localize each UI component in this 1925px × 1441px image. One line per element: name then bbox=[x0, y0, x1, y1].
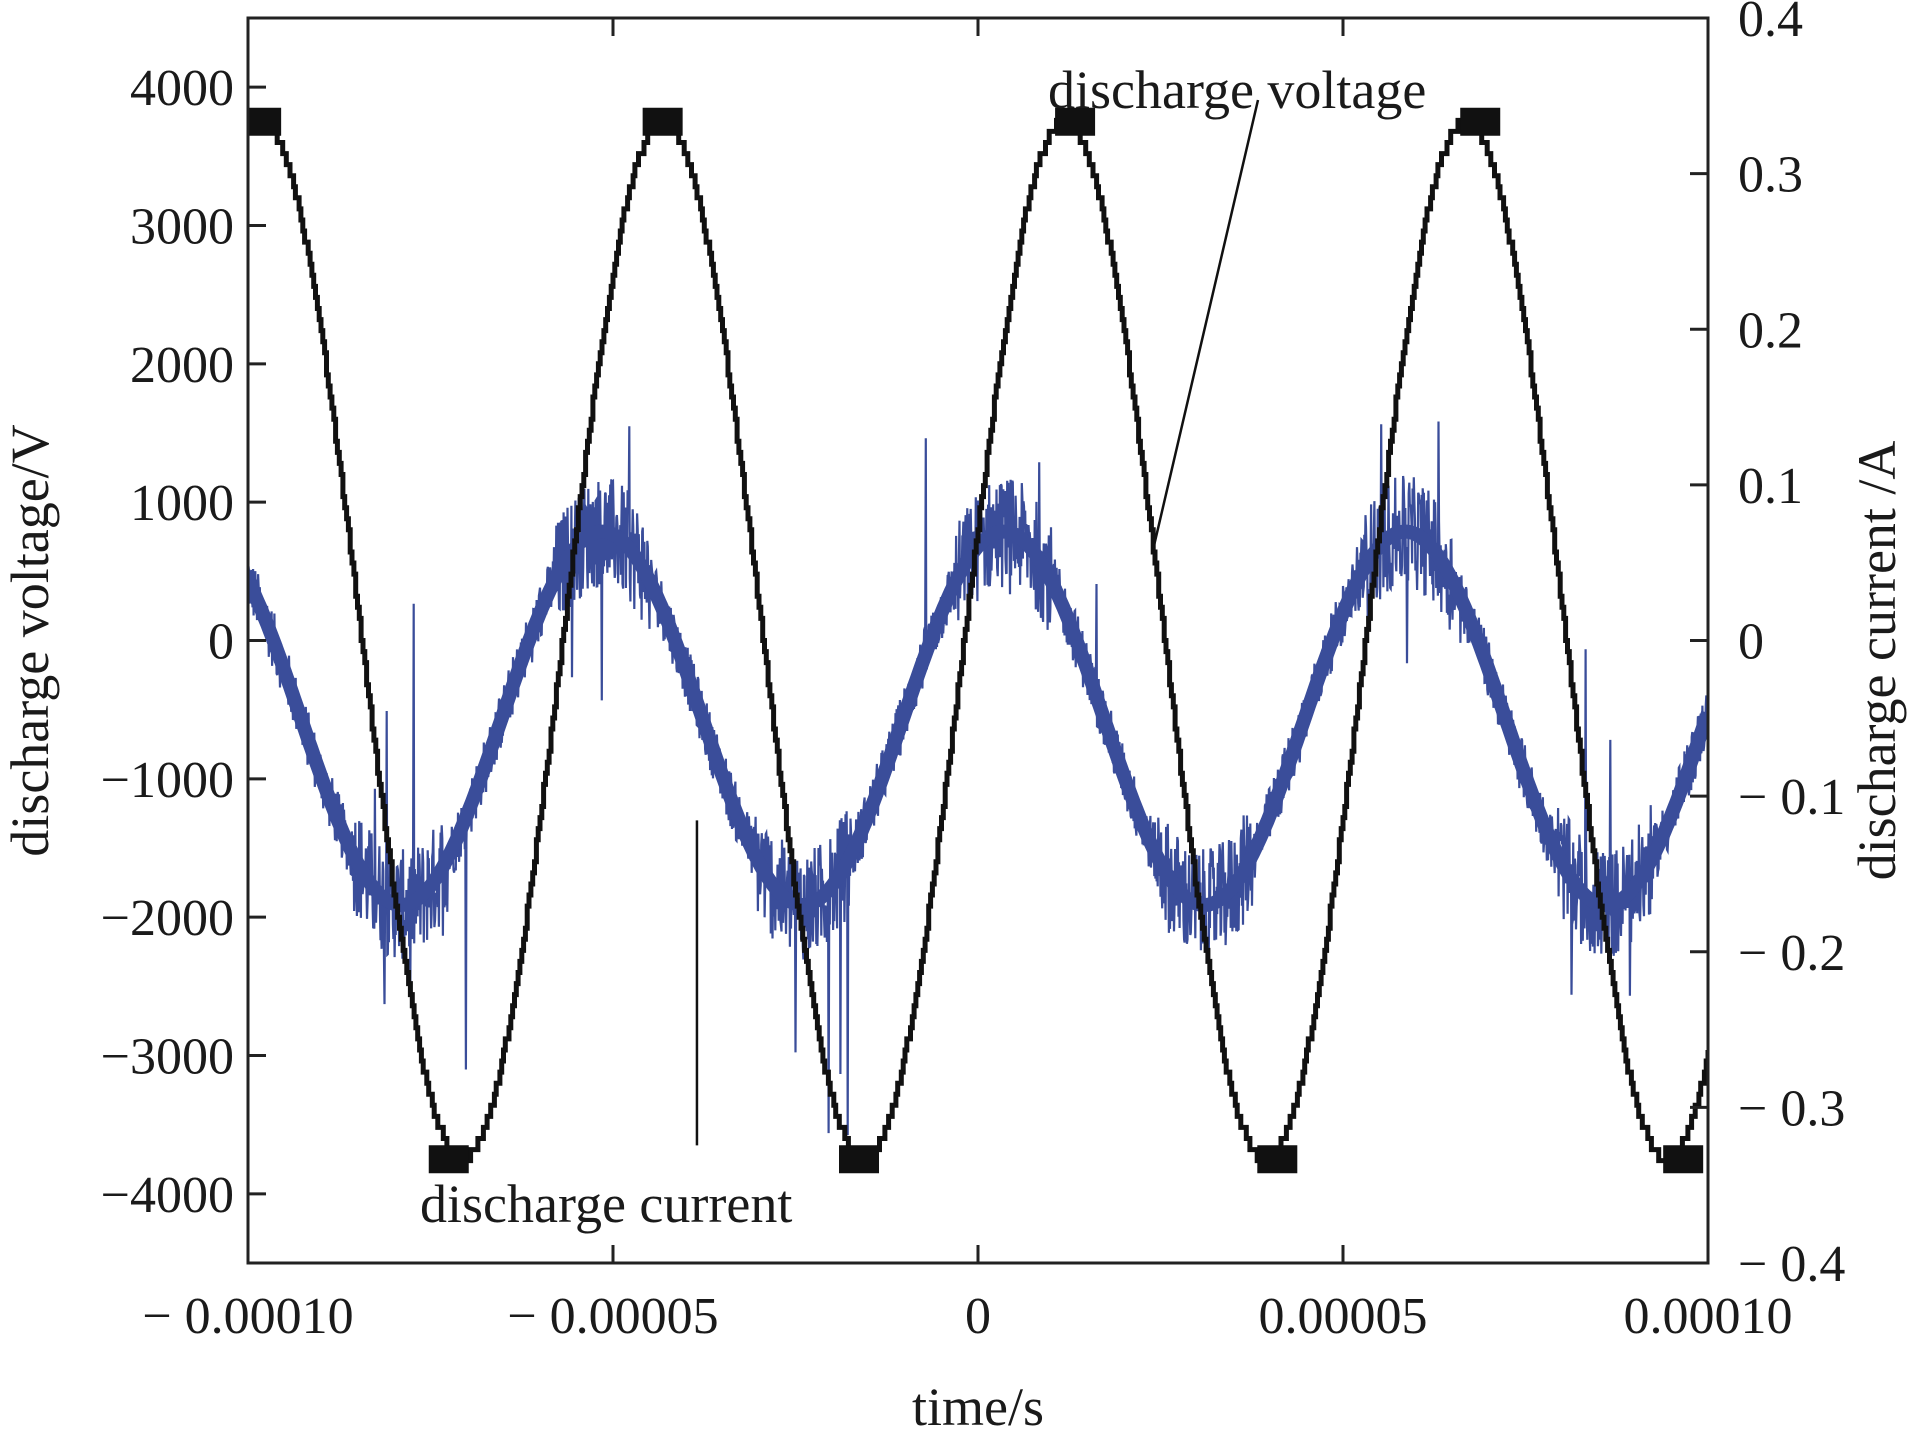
x-tick-label: − 0.00010 bbox=[142, 1288, 353, 1345]
voltage-peak-cap bbox=[1460, 107, 1501, 136]
y-left-tick-label: 3000 bbox=[130, 199, 234, 256]
series-discharge-voltage bbox=[248, 117, 1708, 1164]
y-left-tick-label: −1000 bbox=[101, 752, 234, 809]
y-left-tick-label: 1000 bbox=[130, 475, 234, 532]
y-left-tick-label: 2000 bbox=[130, 337, 234, 394]
voltage-trough-cap bbox=[1663, 1145, 1704, 1174]
y-left-tick-label: −3000 bbox=[101, 1029, 234, 1086]
annotation-discharge-voltage: discharge voltage bbox=[1048, 60, 1426, 120]
y-right-tick-label: 0.3 bbox=[1738, 147, 1803, 204]
y-right-tick-label: − 0.3 bbox=[1738, 1080, 1845, 1137]
y-left-tick-label: −4000 bbox=[101, 1167, 234, 1224]
voltage-peak-cap bbox=[1055, 107, 1096, 136]
annotation-leader-voltage bbox=[1151, 99, 1260, 550]
y-left-tick-label: 0 bbox=[208, 614, 234, 671]
y-left-tick-label: −2000 bbox=[101, 890, 234, 947]
voltage-peak-cap bbox=[248, 107, 282, 136]
y-right-tick-label: 0.4 bbox=[1738, 0, 1803, 48]
y-axis-right-title: discharge current /A bbox=[1847, 441, 1907, 881]
y-right-tick-label: − 0.4 bbox=[1738, 1236, 1845, 1293]
x-tick-label: 0 bbox=[965, 1288, 991, 1345]
voltage-trough-cap bbox=[1257, 1145, 1298, 1174]
y-right-tick-label: − 0.2 bbox=[1738, 925, 1845, 982]
y-right-tick-label: 0 bbox=[1738, 614, 1764, 671]
x-axis-title: time/s bbox=[912, 1377, 1044, 1436]
y-left-tick-label: 4000 bbox=[130, 60, 234, 117]
plot-frame bbox=[246, 16, 1710, 1265]
y-axis-left-title: discharge voltage/V bbox=[0, 424, 60, 856]
y-right-tick-label: 0.1 bbox=[1738, 458, 1803, 515]
y-right-tick-label: − 0.1 bbox=[1738, 769, 1845, 826]
y-right-tick-label: 0.2 bbox=[1738, 302, 1803, 359]
annotations-layer: discharge voltage discharge current bbox=[420, 60, 1426, 1234]
series-layer bbox=[248, 107, 1708, 1174]
voltage-peak-cap bbox=[642, 107, 683, 136]
x-tick-label: 0.00005 bbox=[1259, 1288, 1428, 1345]
voltage-trough-cap bbox=[428, 1145, 469, 1174]
x-tick-label: 0.00010 bbox=[1624, 1288, 1793, 1345]
axes-layer: − 0.00010 − 0.00005 0 0.00005 0.00010 4000 300… bbox=[101, 0, 1846, 1345]
x-tick-label: − 0.00005 bbox=[507, 1288, 718, 1345]
voltage-trough-cap bbox=[839, 1145, 880, 1174]
annotation-discharge-current: discharge current bbox=[420, 1174, 792, 1234]
